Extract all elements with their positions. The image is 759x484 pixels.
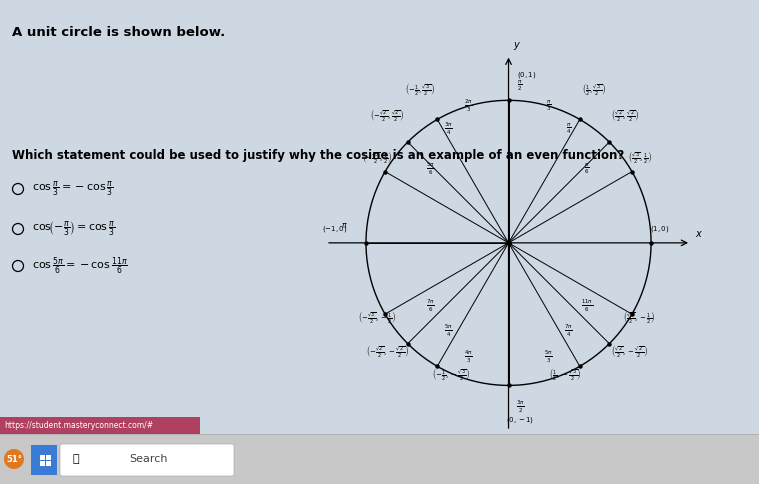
Text: $\left(\frac{1}{2}, \frac{\sqrt{3}}{2}\right)$: $\left(\frac{1}{2}, \frac{\sqrt{3}}{2}\r… — [582, 81, 606, 97]
FancyBboxPatch shape — [0, 434, 759, 484]
Text: $\left(-\frac{\sqrt{3}}{2}, \frac{1}{2}\right)$: $\left(-\frac{\sqrt{3}}{2}, \frac{1}{2}\… — [362, 150, 392, 166]
Text: $(0, 1)$: $(0, 1)$ — [518, 70, 537, 80]
Text: $(0, -1)$: $(0, -1)$ — [506, 415, 534, 424]
Text: Search: Search — [129, 454, 167, 464]
Text: $\frac{3\pi}{4}$: $\frac{3\pi}{4}$ — [444, 121, 453, 137]
Text: $\left(-\frac{\sqrt{2}}{2}, \frac{\sqrt{2}}{2}\right)$: $\left(-\frac{\sqrt{2}}{2}, \frac{\sqrt{… — [370, 106, 405, 122]
Text: Which statement could be used to justify why the cosine is an example of an even: Which statement could be used to justify… — [12, 149, 624, 162]
Text: $\left(\frac{\sqrt{3}}{2}, \frac{1}{2}\right)$: $\left(\frac{\sqrt{3}}{2}, \frac{1}{2}\r… — [628, 150, 652, 166]
Text: $(-1, 0)$: $(-1, 0)$ — [322, 224, 348, 234]
Text: $\frac{7\pi}{6}$: $\frac{7\pi}{6}$ — [426, 298, 434, 314]
Text: $\left(\frac{\sqrt{2}}{2}, \frac{\sqrt{2}}{2}\right)$: $\left(\frac{\sqrt{2}}{2}, \frac{\sqrt{2… — [611, 106, 640, 122]
Text: $\left(-\frac{1}{2}, \frac{\sqrt{3}}{2}\right)$: $\left(-\frac{1}{2}, \frac{\sqrt{3}}{2}\… — [405, 81, 435, 97]
Text: $\pi$: $\pi$ — [342, 221, 348, 230]
Text: $\frac{11\pi}{6}$: $\frac{11\pi}{6}$ — [581, 298, 593, 314]
Circle shape — [4, 449, 24, 469]
Text: $\frac{\pi}{2}$: $\frac{\pi}{2}$ — [517, 79, 523, 93]
Text: $y$: $y$ — [513, 40, 521, 52]
FancyBboxPatch shape — [0, 417, 200, 434]
Text: $\frac{7\pi}{4}$: $\frac{7\pi}{4}$ — [564, 323, 573, 339]
Text: $\frac{2\pi}{3}$: $\frac{2\pi}{3}$ — [465, 98, 473, 114]
Text: $\frac{\pi}{6}$: $\frac{\pi}{6}$ — [584, 161, 590, 176]
Text: $\left(-\frac{\sqrt{3}}{2}, -\frac{1}{2}\right)$: $\left(-\frac{\sqrt{3}}{2}, -\frac{1}{2}… — [358, 309, 397, 325]
Text: $\mathrm{cos}\!\left(-\frac{\pi}{3}\right) = \mathrm{cos}\,\frac{\pi}{3}$: $\mathrm{cos}\!\left(-\frac{\pi}{3}\righ… — [32, 220, 115, 238]
FancyBboxPatch shape — [46, 461, 51, 466]
Text: $\frac{3\pi}{2}$: $\frac{3\pi}{2}$ — [515, 399, 524, 415]
FancyBboxPatch shape — [46, 455, 51, 460]
Text: $\frac{5\pi}{4}$: $\frac{5\pi}{4}$ — [444, 323, 453, 339]
Text: $x$: $x$ — [695, 228, 704, 239]
FancyBboxPatch shape — [60, 444, 234, 476]
FancyBboxPatch shape — [31, 445, 57, 475]
Text: $\frac{\pi}{3}$: $\frac{\pi}{3}$ — [546, 99, 551, 113]
Text: $\frac{\pi}{4}$: $\frac{\pi}{4}$ — [565, 121, 571, 136]
Text: $\frac{4\pi}{3}$: $\frac{4\pi}{3}$ — [465, 349, 473, 365]
Text: $\frac{5\pi}{6}$: $\frac{5\pi}{6}$ — [426, 161, 434, 177]
Text: $\left(-\frac{\sqrt{2}}{2}, -\frac{\sqrt{2}}{2}\right)$: $\left(-\frac{\sqrt{2}}{2}, -\frac{\sqrt… — [366, 343, 409, 359]
Text: $\frac{5\pi}{3}$: $\frac{5\pi}{3}$ — [544, 349, 553, 365]
FancyBboxPatch shape — [40, 455, 45, 460]
Text: 51°: 51° — [6, 455, 22, 465]
Text: A unit circle is shown below.: A unit circle is shown below. — [12, 26, 225, 39]
Text: $\left(\frac{1}{2}, -\frac{\sqrt{3}}{2}\right)$: $\left(\frac{1}{2}, -\frac{\sqrt{3}}{2}\… — [550, 366, 582, 382]
Text: $(1, 0)$: $(1, 0)$ — [650, 224, 669, 234]
Text: $\left(-\frac{1}{2}, -\frac{\sqrt{3}}{2}\right)$: $\left(-\frac{1}{2}, -\frac{\sqrt{3}}{2}… — [432, 366, 471, 382]
Text: $\mathrm{cos}\,\frac{\pi}{3} = -\mathrm{cos}\,\frac{\pi}{3}$: $\mathrm{cos}\,\frac{\pi}{3} = -\mathrm{… — [32, 180, 114, 198]
FancyBboxPatch shape — [40, 461, 45, 466]
Text: 🔍: 🔍 — [73, 454, 79, 464]
Text: $\mathrm{cos}\,\frac{5\pi}{6} = -\mathrm{cos}\,\frac{11\pi}{6}$: $\mathrm{cos}\,\frac{5\pi}{6} = -\mathrm… — [32, 255, 128, 277]
Text: https://student.masteryconnect.com/#: https://student.masteryconnect.com/# — [4, 422, 153, 430]
Text: $\left(\frac{\sqrt{3}}{2}, -\frac{1}{2}\right)$: $\left(\frac{\sqrt{3}}{2}, -\frac{1}{2}\… — [623, 309, 656, 325]
Text: $\left(\frac{\sqrt{2}}{2}, -\frac{\sqrt{2}}{2}\right)$: $\left(\frac{\sqrt{2}}{2}, -\frac{\sqrt{… — [611, 343, 648, 359]
